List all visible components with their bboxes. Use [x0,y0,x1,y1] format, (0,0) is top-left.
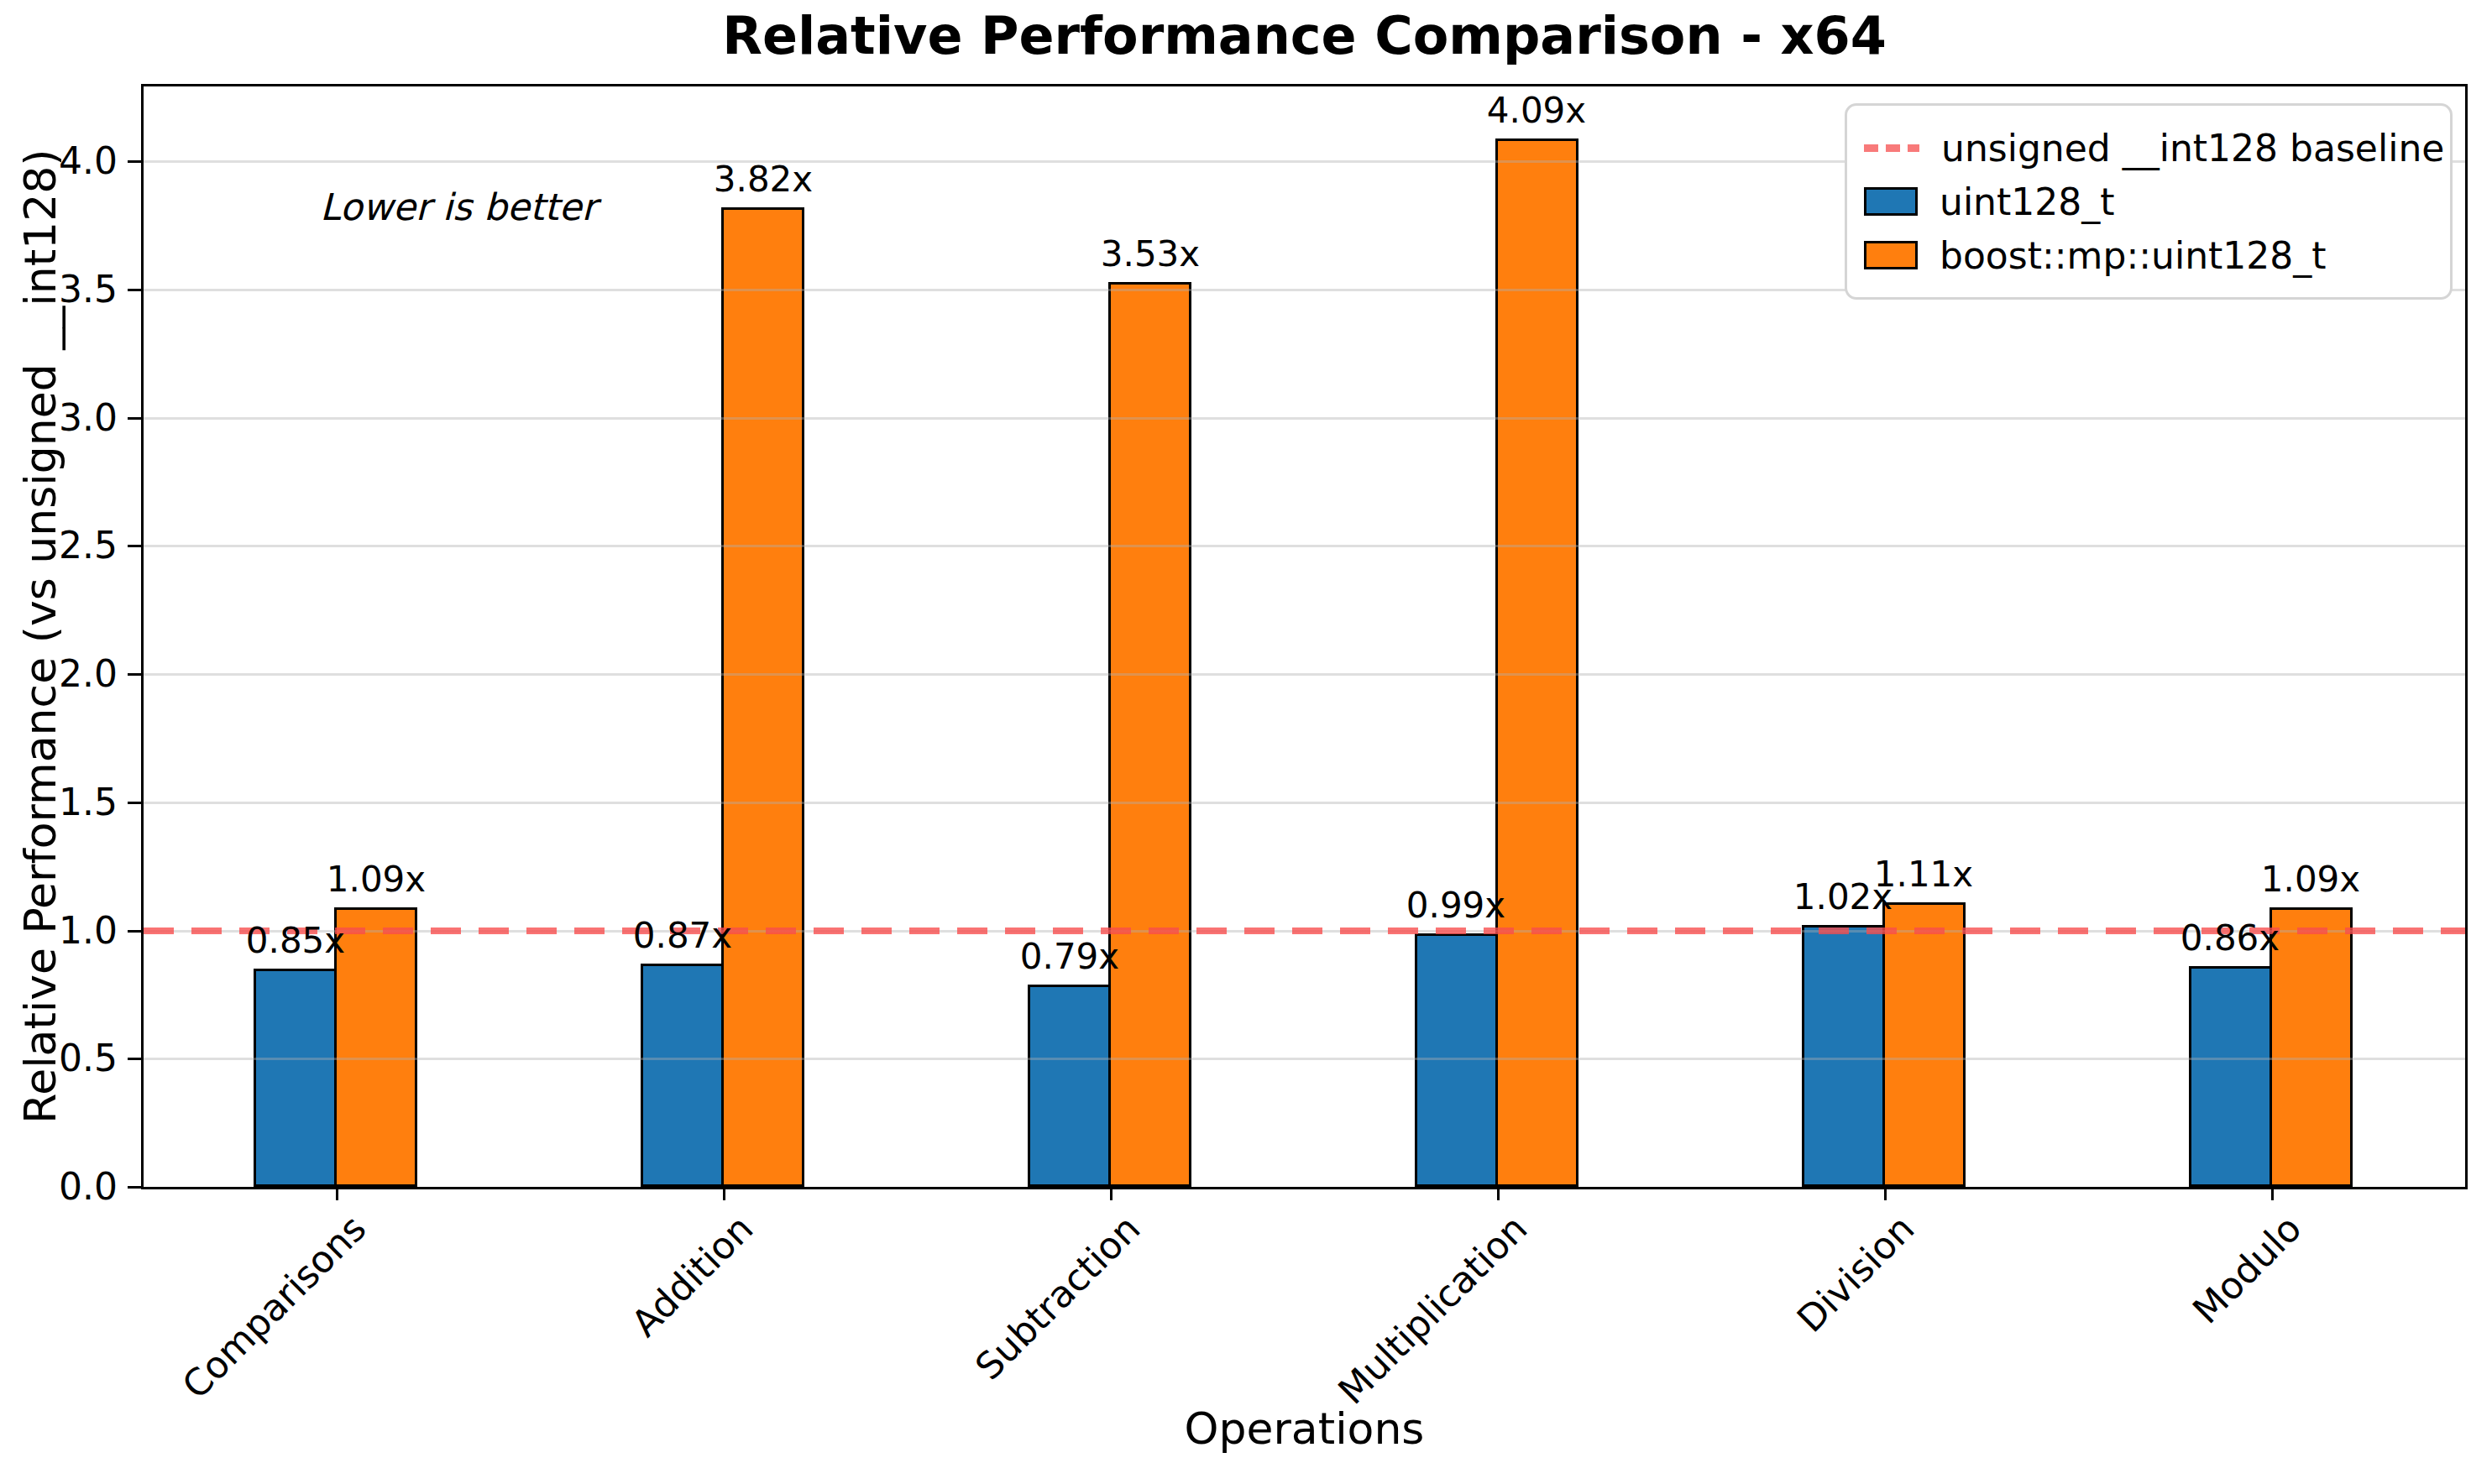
bar-value-label: 1.09x [250,860,502,899]
legend-item-boost: boost::mp::uint128_t [1864,228,2433,282]
plot-area: Lower is better unsigned __int128 baseli… [141,84,2468,1189]
bar-value-label: 3.53x [1024,235,1276,274]
gridline [144,802,2465,804]
y-tick-mark [128,417,141,420]
bar-value-label: 0.86x [2104,919,2356,958]
y-tick-mark [128,930,141,933]
x-tick-mark [1110,1187,1112,1200]
performance-comparison-chart: Relative Performance Comparison - x64 Re… [0,0,2492,1484]
y-tick-mark [128,802,141,804]
y-tick-label: 2.5 [17,525,118,566]
bar-uint128_t-addition [641,964,724,1187]
x-tick-mark [723,1187,725,1200]
y-tick-mark [128,545,141,547]
legend-item-uint128: uint128_t [1864,175,2433,228]
x-tick-mark [336,1187,338,1200]
lower-is-better-annotation: Lower is better [320,186,597,228]
orange-swatch-icon [1864,241,1918,269]
y-tick-label: 3.0 [17,398,118,438]
bar-value-label: 0.87x [557,917,809,955]
baseline-dash-swatch-icon [1864,144,1919,152]
y-tick-mark [128,1058,141,1060]
bar-value-label: 1.09x [2185,860,2437,899]
y-tick-label: 4.0 [17,141,118,181]
y-tick-label: 0.5 [17,1038,118,1079]
bar-uint128_t-comparisons [254,969,337,1187]
y-tick-mark [128,160,141,163]
y-tick-label: 1.5 [17,782,118,823]
y-tick-label: 2.0 [17,654,118,694]
legend: unsigned __int128 baseline uint128_t boo… [1845,103,2453,300]
legend-label: boost::mp::uint128_t [1940,234,2327,277]
x-tick-mark [1497,1187,1500,1200]
bar-value-label: 1.11x [1798,855,2050,894]
bar-value-label: 3.82x [637,160,889,199]
bar-boost::mp::uint128_t-division [1882,902,1966,1187]
chart-title: Relative Performance Comparison - x64 [141,5,2468,66]
legend-label: uint128_t [1940,180,2114,223]
bar-value-label: 0.79x [944,938,1196,976]
gridline [144,673,2465,676]
y-tick-label: 0.0 [17,1167,118,1207]
y-tick-mark [128,1186,141,1189]
gridline [144,1058,2465,1060]
bar-value-label: 0.99x [1330,886,1582,925]
bar-boost::mp::uint128_t-addition [721,207,804,1187]
bar-boost::mp::uint128_t-multiplication [1495,138,1578,1187]
legend-item-baseline: unsigned __int128 baseline [1864,121,2433,175]
y-tick-label: 3.5 [17,269,118,310]
bar-value-label: 0.85x [170,922,421,960]
gridline [144,417,2465,420]
gridline [144,545,2465,547]
bar-uint128_t-division [1802,925,1885,1187]
y-tick-mark [128,673,141,676]
bar-value-label: 4.09x [1411,91,1662,130]
bar-uint128_t-modulo [2189,966,2272,1187]
y-tick-label: 1.0 [17,911,118,951]
blue-swatch-icon [1864,187,1918,216]
x-tick-mark [1884,1187,1887,1200]
y-tick-mark [128,289,141,291]
bar-uint128_t-subtraction [1028,985,1111,1187]
legend-label: unsigned __int128 baseline [1941,127,2444,170]
x-tick-mark [2271,1187,2274,1200]
